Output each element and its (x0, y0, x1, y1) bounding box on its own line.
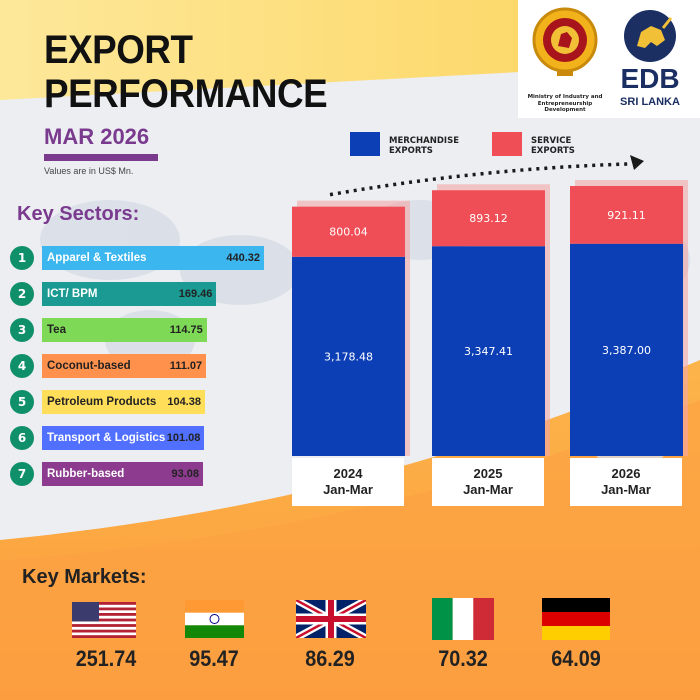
sector-bar: ICT/ BPM 169.46 (42, 282, 217, 306)
germany-flag-icon (542, 598, 610, 640)
legend-merchandise-label: MERCHANDISE EXPORTS (389, 136, 460, 156)
bar-service-label: 800.04 (329, 226, 368, 239)
category-year: 2024 (333, 466, 363, 481)
bar-service (570, 186, 683, 244)
period-label: MAR 2026 (44, 124, 150, 149)
edb-country: SRI LANKA (620, 96, 680, 108)
india-flag-icon (185, 600, 244, 638)
category-year: 2026 (611, 466, 641, 481)
category-period: Jan-Mar (323, 482, 373, 497)
usa-flag-icon (72, 602, 136, 638)
bar-merchandise-label: 3,178.48 (324, 350, 373, 363)
bar-service-label: 893.12 (469, 212, 508, 225)
sector-value: 111.07 (169, 360, 203, 372)
sector-rank-badge: 5 (10, 390, 34, 414)
sector-bar: Petroleum Products 104.38 (42, 390, 205, 414)
market-value-italy: 70.32 (438, 646, 488, 671)
italy-flag-icon (432, 598, 494, 640)
market-value-usa: 251.74 (75, 646, 137, 671)
period-underline (44, 154, 158, 161)
title-line-1: EXPORT (44, 28, 193, 72)
title-line-2: PERFORMANCE (44, 72, 328, 116)
sector-rank-badge: 7 (10, 462, 34, 486)
bar-merchandise (570, 243, 683, 456)
market-value-uk: 86.29 (305, 646, 355, 671)
market-value-india: 95.47 (189, 646, 239, 671)
units-note: Values are in US$ Mn. (44, 166, 134, 176)
sector-value: 93.08 (171, 468, 199, 480)
sector-label: Rubber-based (47, 468, 125, 480)
sector-bar: Tea 114.75 (42, 318, 207, 342)
sector-bar: Rubber-based 93.08 (42, 462, 203, 486)
category-label: 2025 Jan-Mar (432, 458, 544, 506)
sector-value: 104.38 (167, 396, 201, 408)
sector-label: Coconut-based (47, 360, 131, 372)
ministry-name: Ministry of Industry and Entrepreneurshi… (527, 94, 603, 113)
sector-rank-badge: 1 (10, 246, 34, 270)
legend-service-label: SERVICE EXPORTS (531, 136, 575, 156)
emblem-icon (532, 7, 598, 76)
bar-service (432, 190, 545, 247)
category-label: 2024 Jan-Mar (292, 458, 404, 506)
sector-value: 114.75 (169, 324, 203, 336)
bar-merchandise-label: 3,387.00 (602, 344, 651, 357)
sector-value: 169.46 (178, 288, 213, 300)
sector-bar: Transport & Logistics 101.08 (42, 426, 205, 450)
sector-rank-badge: 2 (10, 282, 34, 306)
category-period: Jan-Mar (601, 482, 651, 497)
edb-logo: EDB SRI LANKA (607, 8, 693, 112)
ministry-emblem: Ministry of Industry and Entrepreneurshi… (525, 4, 605, 116)
uk-flag-icon (296, 600, 366, 638)
category-year: 2025 (473, 466, 503, 481)
legend-service-swatch (492, 132, 522, 156)
bar-service-label: 921.11 (607, 209, 646, 222)
sector-label: Tea (47, 324, 66, 336)
sector-rank-badge: 6 (10, 426, 34, 450)
sector-bar: Apparel & Textiles 440.32 (42, 246, 264, 270)
key-markets-title: Key Markets: (22, 566, 147, 588)
sector-label: ICT/ BPM (47, 288, 98, 300)
sector-rank-badge: 3 (10, 318, 34, 342)
sector-value: 440.32 (226, 252, 260, 264)
legend-merchandise-swatch (350, 132, 380, 156)
bar-merchandise (432, 246, 545, 456)
category-period: Jan-Mar (463, 482, 513, 497)
sector-rank-badge: 4 (10, 354, 34, 378)
trend-arrow-head (630, 155, 644, 170)
category-label: 2026 Jan-Mar (570, 458, 682, 506)
sector-label: Transport & Logistics (47, 432, 166, 444)
sector-label: Petroleum Products (47, 396, 157, 408)
bar-service (292, 206, 405, 257)
sector-value: 101.08 (166, 432, 201, 444)
market-value-germany: 64.09 (551, 646, 601, 671)
sector-label: Apparel & Textiles (47, 252, 147, 264)
sector-bar: Coconut-based 111.07 (42, 354, 207, 378)
key-sectors-title: Key Sectors: (17, 203, 140, 225)
edb-name: EDB (620, 63, 680, 94)
bar-merchandise (292, 256, 405, 456)
edb-lion-icon (624, 10, 676, 62)
bar-merchandise-label: 3,347.41 (464, 345, 513, 358)
